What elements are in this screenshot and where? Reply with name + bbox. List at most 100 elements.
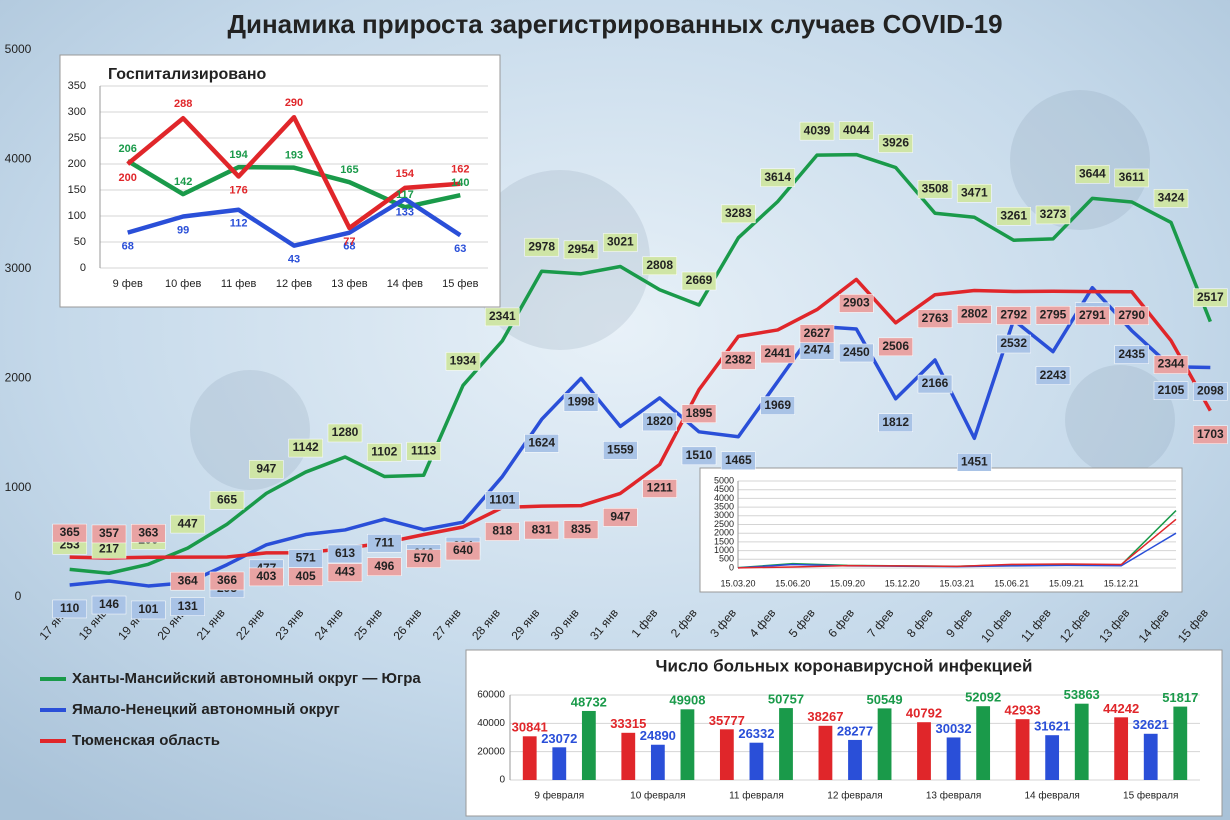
x-tick-label: 11 фев bbox=[221, 278, 257, 290]
x-tick-label: 15.06.21 bbox=[994, 578, 1029, 588]
value-label: 4044 bbox=[843, 123, 870, 137]
value-label-bg bbox=[249, 460, 284, 479]
value-label: 640 bbox=[453, 543, 473, 557]
x-tick-label: 15.03.20 bbox=[720, 578, 755, 588]
value-label-bg bbox=[1075, 306, 1110, 325]
value-label-bg bbox=[996, 334, 1031, 354]
y-tick-label: 0 bbox=[729, 562, 734, 572]
value-label-bg bbox=[327, 544, 363, 564]
y-tick-label: 1500 bbox=[714, 536, 734, 546]
value-label: 288 bbox=[174, 98, 192, 110]
value-label-bg bbox=[878, 134, 913, 153]
x-tick-label: 12 фев bbox=[276, 278, 312, 290]
y-tick-label: 1000 bbox=[5, 480, 32, 494]
value-label: 30841 bbox=[512, 720, 548, 735]
value-label: 403 bbox=[256, 569, 276, 583]
value-label-bg bbox=[91, 524, 127, 544]
y-tick-label: 4500 bbox=[714, 484, 734, 494]
value-label-bg bbox=[1075, 165, 1110, 184]
value-label: 217 bbox=[99, 541, 119, 555]
y-tick-label: 150 bbox=[68, 184, 86, 196]
value-label: 2802 bbox=[961, 307, 988, 321]
value-label-bg bbox=[957, 453, 992, 472]
value-label-bg bbox=[1153, 381, 1189, 400]
value-label: 831 bbox=[532, 522, 552, 536]
line bbox=[127, 196, 462, 248]
value-label: 1101 bbox=[489, 493, 515, 507]
value-label-bg bbox=[839, 294, 874, 313]
bar bbox=[818, 725, 833, 780]
value-label: 1895 bbox=[686, 406, 713, 420]
value-label-bg bbox=[524, 237, 559, 257]
value-label: 2517 bbox=[1197, 290, 1224, 304]
value-label: 1510 bbox=[686, 448, 713, 462]
value-label: 24890 bbox=[640, 728, 676, 743]
value-label-bg bbox=[1193, 425, 1228, 444]
value-label: 63 bbox=[454, 243, 466, 255]
value-label: 1820 bbox=[646, 414, 673, 428]
y-tick-label: 5000 bbox=[5, 42, 32, 56]
value-label: 3508 bbox=[922, 181, 949, 195]
value-label: 364 bbox=[178, 573, 198, 587]
bar bbox=[719, 729, 734, 780]
value-label: 3644 bbox=[1079, 167, 1106, 181]
value-label: 357 bbox=[99, 526, 119, 540]
x-tick-label: 10 февраля bbox=[630, 790, 685, 802]
value-label-bg bbox=[917, 179, 953, 199]
value-label-bg bbox=[563, 240, 599, 260]
y-tick-label: 0 bbox=[499, 775, 505, 786]
legend-label: Ханты-Мансийский автономный округ — Югра bbox=[72, 670, 421, 687]
inset-title: Число больных коронавирусной инфекцией bbox=[656, 656, 1033, 675]
x-tick-label: 13 февраля bbox=[926, 790, 981, 802]
bar bbox=[621, 732, 636, 780]
y-tick-label: 0 bbox=[15, 589, 22, 603]
value-label: 110 bbox=[60, 601, 80, 615]
value-label-bg bbox=[996, 206, 1031, 226]
bar bbox=[1045, 735, 1060, 780]
value-label: 2105 bbox=[1158, 383, 1185, 397]
value-label: 77 bbox=[343, 236, 355, 248]
value-label: 48732 bbox=[571, 694, 607, 709]
legend-label: Ямало-Ненецкий автономный округ bbox=[72, 701, 340, 718]
value-label-bg bbox=[91, 595, 127, 615]
y-tick-label: 500 bbox=[719, 554, 734, 564]
value-label-bg bbox=[367, 443, 402, 462]
value-label: 2441 bbox=[764, 346, 791, 360]
value-label: 818 bbox=[492, 524, 512, 538]
value-label-bg bbox=[52, 523, 87, 543]
bar bbox=[976, 706, 991, 780]
value-label-bg bbox=[603, 508, 638, 527]
value-label: 2341 bbox=[489, 309, 516, 323]
value-label-bg bbox=[681, 404, 717, 423]
inset-panel bbox=[59, 54, 501, 308]
inset-panel bbox=[699, 467, 1183, 593]
value-label: 194 bbox=[229, 149, 248, 161]
value-label-bg bbox=[1114, 168, 1149, 188]
value-label: 1812 bbox=[882, 415, 909, 429]
value-label-bg bbox=[445, 541, 481, 561]
value-label-bg bbox=[957, 305, 992, 324]
value-label: 28277 bbox=[837, 723, 873, 738]
value-label-bg bbox=[839, 121, 874, 140]
x-tick-label: 15.03.21 bbox=[939, 578, 974, 588]
y-tick-label: 50 bbox=[74, 236, 86, 248]
x-tick-label: 15 февраля bbox=[1123, 790, 1178, 802]
value-label: 50549 bbox=[866, 692, 902, 707]
value-label-bg bbox=[681, 271, 717, 291]
value-label-bg bbox=[131, 600, 166, 620]
value-label-bg bbox=[52, 599, 87, 619]
value-label: 496 bbox=[374, 559, 394, 573]
value-label: 1211 bbox=[647, 481, 673, 495]
value-label: 68 bbox=[122, 241, 134, 253]
value-label: 51817 bbox=[1162, 690, 1198, 705]
y-tick-label: 3000 bbox=[5, 261, 32, 275]
value-label-bg bbox=[563, 520, 599, 539]
value-label: 142 bbox=[174, 176, 192, 188]
value-label-bg bbox=[327, 423, 363, 443]
value-label-bg bbox=[367, 557, 402, 576]
value-label: 2954 bbox=[568, 242, 595, 256]
value-label: 711 bbox=[375, 535, 395, 549]
value-label-bg bbox=[957, 184, 992, 203]
x-tick-label: 11 февраля bbox=[729, 790, 784, 802]
